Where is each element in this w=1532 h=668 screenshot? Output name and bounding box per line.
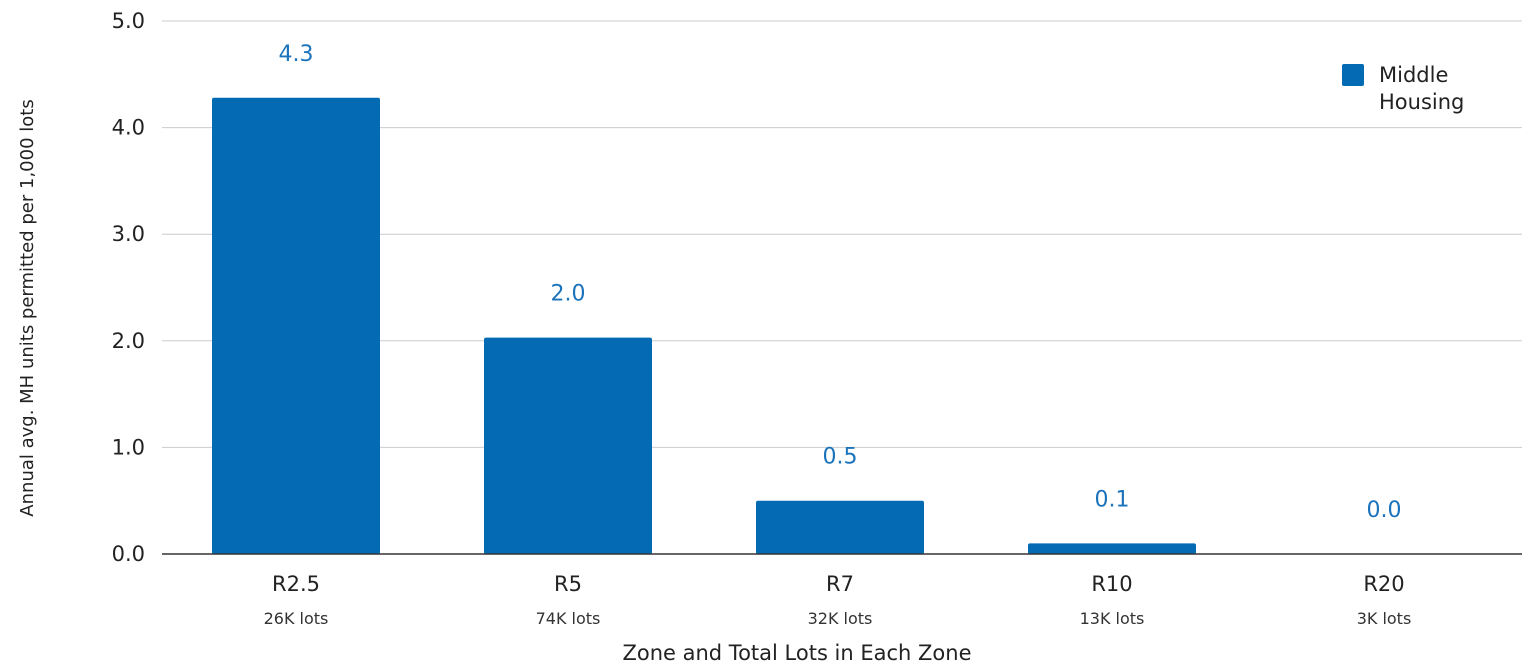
- bar: [1028, 543, 1196, 554]
- x-category-sublabel: 74K lots: [536, 609, 601, 628]
- y-tick-label: 2.0: [112, 329, 145, 353]
- y-axis-title: Annual avg. MH units permitted per 1,000…: [17, 99, 38, 516]
- data-label: 4.3: [279, 42, 314, 67]
- data-label: 2.0: [551, 282, 586, 307]
- y-tick-label: 4.0: [112, 116, 145, 140]
- x-category-label: R2.5: [272, 572, 320, 596]
- x-axis-title: Zone and Total Lots in Each Zone: [622, 641, 971, 665]
- legend-label-line-1: Middle: [1379, 63, 1448, 87]
- x-category-label: R10: [1091, 572, 1132, 596]
- x-category-sublabel: 26K lots: [264, 609, 329, 628]
- legend-label-line-2: Housing: [1379, 90, 1464, 114]
- data-label: 0.1: [1095, 487, 1130, 512]
- legend-swatch-middle-housing: [1342, 64, 1364, 86]
- y-tick-label: 3.0: [112, 222, 145, 246]
- y-tick-label: 1.0: [112, 435, 145, 459]
- x-category-label: R20: [1363, 572, 1404, 596]
- x-category-label: R7: [826, 572, 854, 596]
- data-labels: 4.3 2.0 0.5 0.1 0.0: [279, 42, 1402, 523]
- bar: [756, 500, 924, 554]
- gridlines: [162, 20, 1522, 448]
- legend: Middle Housing: [1342, 63, 1464, 114]
- x-category-label: R5: [554, 572, 582, 596]
- data-label: 0.0: [1367, 498, 1402, 523]
- x-category-labels: R2.5 26K lots R5 74K lots R7 32K lots R10 13K l…: [264, 572, 1412, 628]
- bars: [212, 97, 1196, 554]
- bar: [484, 337, 652, 554]
- y-tick-labels: 0.0 1.0 2.0 3.0 4.0 5.0: [112, 9, 145, 566]
- y-tick-label: 5.0: [112, 9, 145, 33]
- x-category-sublabel: 13K lots: [1080, 609, 1145, 628]
- x-category-sublabel: 32K lots: [808, 609, 873, 628]
- x-category-sublabel: 3K lots: [1357, 609, 1412, 628]
- y-tick-label: 0.0: [112, 542, 145, 566]
- data-label: 0.5: [823, 445, 858, 470]
- bar: [212, 97, 380, 554]
